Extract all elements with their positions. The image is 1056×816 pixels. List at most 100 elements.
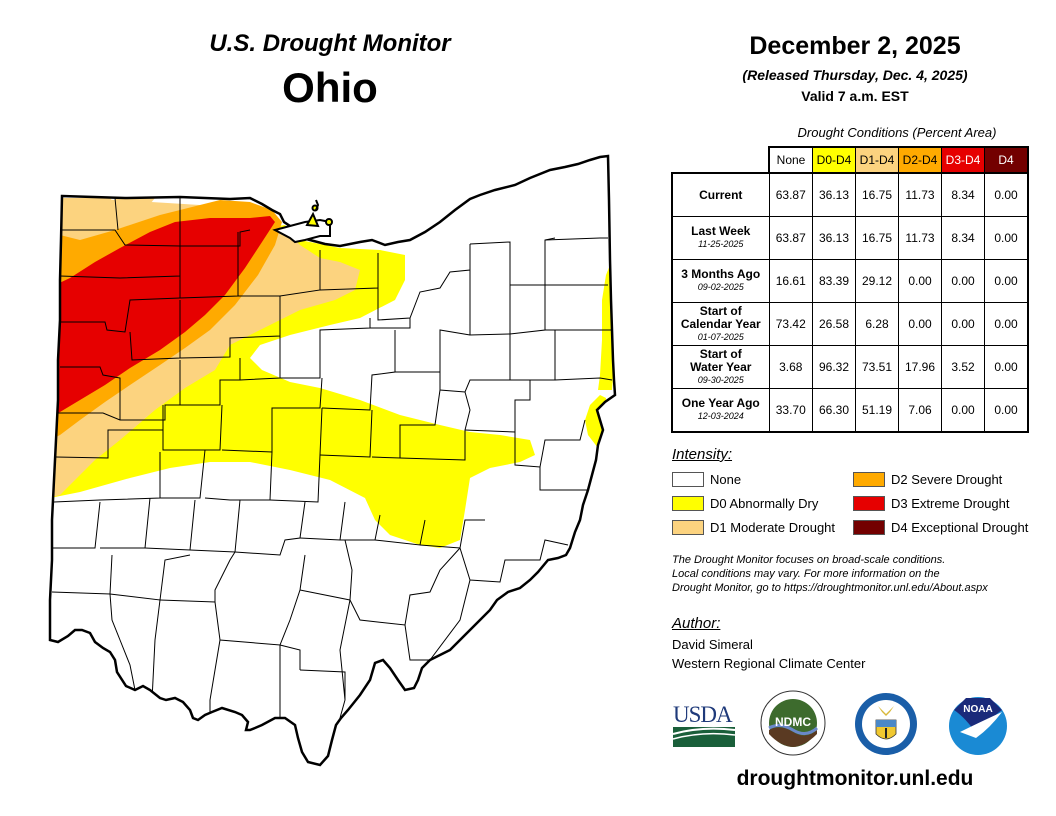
website-link[interactable]: droughtmonitor.unl.edu (736, 767, 974, 790)
ohio-drought-map (48, 154, 617, 767)
cell-d4: 0.00 (984, 345, 1029, 389)
cell-none: 3.68 (768, 345, 813, 389)
cell-d3-d4: 3.52 (941, 345, 985, 389)
cell-d0-d4: 96.32 (812, 345, 856, 389)
author-organization: Western Regional Climate Center (672, 656, 866, 671)
table-caption: Drought Conditions (Percent Area) (797, 125, 997, 140)
release-date: (Released Thursday, Dec. 4, 2025) (742, 67, 968, 83)
cell-d3-d4: 0.00 (941, 302, 985, 346)
table-row-start-water-year: Start of Water Year 09-30-2025 3.68 96.32 … (671, 345, 1029, 389)
legend-item-d0: D0 Abnormally Dry (672, 492, 835, 514)
row-label: Current (671, 172, 770, 217)
table-corner (672, 147, 769, 174)
legend-item-d1: D1 Moderate Drought (672, 516, 835, 538)
cell-none: 16.61 (768, 259, 813, 303)
swatch-none (672, 471, 704, 487)
lake-erie-islands (272, 199, 333, 244)
legend-item-none: None (672, 468, 835, 490)
col-d0-d4: D0-D4 (812, 146, 856, 174)
cell-none: 63.87 (768, 172, 813, 217)
map-date: December 2, 2025 (749, 32, 961, 60)
cell-none: 63.87 (768, 216, 813, 260)
cell-d3-d4: 8.34 (941, 172, 985, 217)
legend-label: D2 Severe Drought (891, 471, 1003, 487)
cell-d1-d4: 16.75 (855, 216, 899, 260)
legend-title: Intensity: (672, 446, 733, 463)
author-name: David Simeral (672, 637, 753, 652)
svg-text:USDA: USDA (673, 702, 733, 727)
cell-d1-d4: 51.19 (855, 388, 899, 433)
cell-d2-d4: 17.96 (898, 345, 942, 389)
disclaimer-text: The Drought Monitor focuses on broad-sca… (672, 553, 1042, 595)
cell-d1-d4: 16.75 (855, 172, 899, 217)
cell-d1-d4: 29.12 (855, 259, 899, 303)
legend-label: D3 Extreme Drought (891, 495, 1010, 511)
col-none: None (768, 146, 813, 174)
cell-d4: 0.00 (984, 302, 1029, 346)
cell-d2-d4: 0.00 (898, 302, 942, 346)
legend-label: D4 Exceptional Drought (891, 519, 1029, 535)
d1-nw-region (60, 198, 120, 232)
legend-label: None (710, 471, 742, 487)
swatch-d4 (853, 519, 885, 535)
table-row-start-calendar-year: Start of Calendar Year 01-07-2025 73.42 26… (671, 302, 1029, 346)
ndmc-logo-icon: NDMC (760, 690, 826, 756)
department-of-commerce-seal-icon (855, 693, 917, 755)
col-d2-d4: D2-D4 (898, 146, 942, 174)
cell-d4: 0.00 (984, 216, 1029, 260)
svg-text:NOAA: NOAA (963, 704, 992, 715)
row-label: One Year Ago 12-03-2024 (671, 388, 770, 433)
cell-d2-d4: 7.06 (898, 388, 942, 433)
cell-d3-d4: 0.00 (941, 388, 985, 433)
cell-d1-d4: 6.28 (855, 302, 899, 346)
legend-item-d4: D4 Exceptional Drought (853, 516, 1028, 538)
d3-region (50, 216, 275, 420)
cell-d2-d4: 11.73 (898, 216, 942, 260)
cell-d0-d4: 66.30 (812, 388, 856, 433)
row-label: Start of Water Year 09-30-2025 (671, 345, 770, 389)
swatch-d1 (672, 519, 704, 535)
table-row-last-week: Last Week 11-25-2025 63.87 36.13 16.75 11… (671, 216, 1029, 260)
table-row-3-months-ago: 3 Months Ago 09-02-2025 16.61 83.39 29.12… (671, 259, 1029, 303)
county-boundaries (51, 197, 613, 720)
table-header-row: None D0-D4 D1-D4 D2-D4 D3-D4 D4 (672, 146, 1029, 174)
state-name: Ohio (282, 64, 378, 111)
row-label: Last Week 11-25-2025 (671, 216, 770, 260)
usda-logo-icon: USDA (672, 702, 736, 747)
disclaimer-line: The Drought Monitor focuses on broad-sca… (672, 554, 946, 566)
col-d4: D4 (984, 146, 1029, 174)
row-label: Start of Calendar Year 01-07-2025 (671, 302, 770, 346)
table-row-current: Current 63.87 36.13 16.75 11.73 8.34 0.0… (671, 172, 1029, 217)
cell-d3-d4: 0.00 (941, 259, 985, 303)
legend-column-1: None D0 Abnormally Dry D1 Moderate Droug… (672, 468, 835, 538)
cell-d3-d4: 8.34 (941, 216, 985, 260)
col-d1-d4: D1-D4 (855, 146, 899, 174)
drought-layers (50, 198, 615, 548)
swatch-d3 (853, 495, 885, 511)
table-row-one-year-ago: One Year Ago 12-03-2024 33.70 66.30 51.19… (671, 388, 1029, 433)
cell-d2-d4: 0.00 (898, 259, 942, 303)
disclaimer-line: Drought Monitor, go to https://droughtmo… (672, 582, 988, 594)
cell-d1-d4: 73.51 (855, 345, 899, 389)
cell-none: 33.70 (768, 388, 813, 433)
valid-time: Valid 7 a.m. EST (801, 88, 909, 104)
row-label: 3 Months Ago 09-02-2025 (671, 259, 770, 303)
cell-d0-d4: 26.58 (812, 302, 856, 346)
cell-d0-d4: 83.39 (812, 259, 856, 303)
swatch-d2 (853, 471, 885, 487)
legend-item-d2: D2 Severe Drought (853, 468, 1028, 490)
cell-d0-d4: 36.13 (812, 172, 856, 217)
cell-d2-d4: 11.73 (898, 172, 942, 217)
noaa-logo-icon: NOAA (949, 697, 1007, 755)
map-title: U.S. Drought Monitor (209, 30, 451, 57)
legend-column-2: D2 Severe Drought D3 Extreme Drought D4 … (853, 468, 1028, 538)
col-d3-d4: D3-D4 (941, 146, 985, 174)
legend-label: D1 Moderate Drought (710, 519, 836, 535)
cell-d4: 0.00 (984, 259, 1029, 303)
cell-none: 73.42 (768, 302, 813, 346)
svg-text:NDMC: NDMC (775, 715, 811, 729)
legend-label: D0 Abnormally Dry (710, 495, 819, 511)
cell-d4: 0.00 (984, 172, 1029, 217)
d1-nw-region-2 (115, 198, 155, 214)
author-heading: Author: (672, 615, 721, 632)
